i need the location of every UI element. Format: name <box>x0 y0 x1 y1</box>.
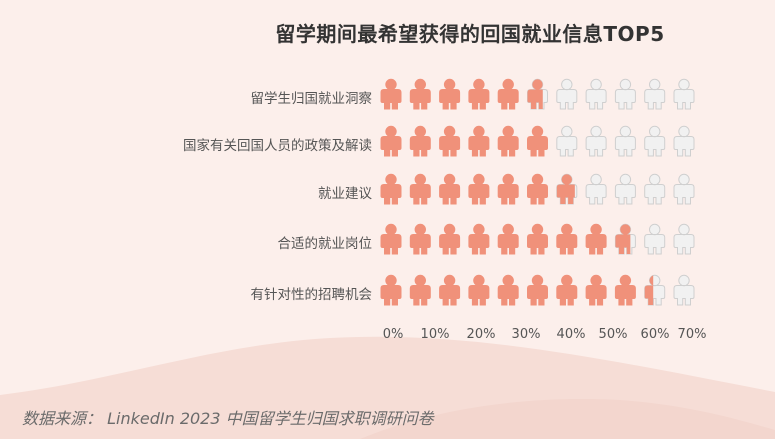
person-icon-empty <box>644 78 666 110</box>
person-icon-partial <box>556 125 578 157</box>
person-icon-partial <box>527 78 548 110</box>
category-label: 合适的就业岗位 <box>277 236 373 252</box>
person-icon-empty <box>585 173 607 205</box>
person-icon-filled <box>468 125 490 157</box>
category-label: 有针对性的招聘机会 <box>250 287 373 303</box>
person-icon-filled <box>439 125 461 157</box>
person-icon-filled <box>497 125 519 157</box>
person-icon-filled <box>409 173 431 205</box>
chart-title: 留学期间最希望获得的回国就业信息TOP5 <box>275 22 665 46</box>
category-label: 就业建议 <box>318 186 372 202</box>
category-label: 国家有关回国人员的政策及解读 <box>183 138 372 154</box>
person-icon-filled <box>556 274 578 306</box>
source-note: 数据来源： LinkedIn 2023 中国留学生归国求职调研问卷 <box>22 405 434 429</box>
person-icon-empty <box>614 173 636 205</box>
person-icon-filled <box>409 125 431 157</box>
person-icon-filled <box>527 223 548 255</box>
person-icon-filled <box>439 274 461 306</box>
person-icon-filled <box>497 173 519 205</box>
person-icon-empty <box>673 78 695 110</box>
category-label: 留学生归国就业洞察 <box>250 91 373 107</box>
person-icon-filled <box>497 223 519 255</box>
person-icon-empty <box>673 173 695 205</box>
person-icon-filled <box>585 223 607 255</box>
person-icon-filled <box>468 223 490 255</box>
person-icon-empty <box>644 125 666 157</box>
person-icon-empty <box>673 223 695 255</box>
x-tick-label: 40% <box>556 327 586 342</box>
person-icon-filled <box>409 274 431 306</box>
person-icon-filled <box>468 78 490 110</box>
person-icon-empty <box>585 78 607 110</box>
person-icon-filled <box>527 274 548 306</box>
x-tick-label: 30% <box>511 327 541 342</box>
person-icon-empty <box>614 125 636 157</box>
person-icon-filled <box>439 223 461 255</box>
person-icon-empty <box>585 125 607 157</box>
person-icon-empty <box>556 78 578 110</box>
source-text: LinkedIn 2023 中国留学生归国求职调研问卷 <box>107 409 434 428</box>
person-icon-filled <box>409 223 431 255</box>
person-icon-filled <box>409 78 431 110</box>
person-icon-filled <box>439 78 461 110</box>
person-icon-empty <box>673 274 695 306</box>
person-icon-empty <box>644 173 666 205</box>
person-icon-filled <box>527 125 548 157</box>
person-icon-filled <box>380 78 402 110</box>
x-tick-label: 0% <box>382 327 404 342</box>
person-icon-filled <box>439 173 461 205</box>
x-tick-label: 20% <box>466 327 496 342</box>
person-icon-empty <box>614 78 636 110</box>
person-icon-filled <box>380 173 402 205</box>
person-icon-filled <box>497 274 519 306</box>
person-icon-empty <box>644 223 666 255</box>
person-icon-filled <box>468 274 490 306</box>
source-label: 数据来源： <box>22 409 103 428</box>
person-icon-filled <box>380 274 402 306</box>
person-icon-filled <box>497 78 519 110</box>
x-tick-label: 10% <box>420 327 450 342</box>
person-icon-filled <box>380 125 402 157</box>
person-icon-filled <box>380 223 402 255</box>
person-icon-filled <box>468 173 490 205</box>
person-icon-filled <box>585 274 607 306</box>
x-tick-label: 60% <box>640 327 670 342</box>
person-icon-partial <box>556 173 578 205</box>
person-icon-partial <box>614 223 636 255</box>
person-icon-empty <box>673 125 695 157</box>
x-tick-label: 50% <box>598 327 628 342</box>
person-icon-filled <box>614 274 636 306</box>
x-tick-label: 70% <box>677 327 707 342</box>
person-icon-filled <box>527 173 548 205</box>
person-icon-filled <box>556 223 578 255</box>
person-icon-partial <box>644 274 666 306</box>
